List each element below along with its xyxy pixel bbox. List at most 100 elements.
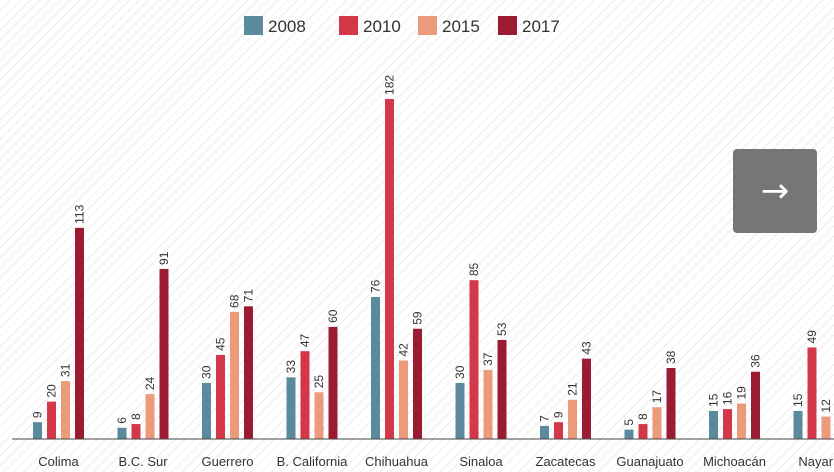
bar-2017-1 (159, 268, 169, 439)
value-label: 36 (749, 354, 763, 368)
legend-swatch-2017 (498, 16, 517, 35)
bar-2015-0 (61, 381, 70, 439)
bar-2010-2 (216, 354, 225, 439)
value-label: 113 (73, 204, 87, 223)
bar-2015-9 (821, 416, 831, 439)
value-label: 37 (481, 352, 495, 366)
bar-2015-4 (399, 360, 408, 439)
value-label: 15 (707, 393, 721, 407)
bar-2017-8 (751, 371, 760, 439)
value-label: 5 (622, 419, 636, 426)
bars-group (33, 98, 831, 440)
bar-2010-1 (131, 424, 141, 439)
bar-2017-4 (413, 328, 422, 439)
bar-2008-6 (540, 425, 549, 439)
bar-2010-9 (807, 347, 817, 439)
value-label: 9 (31, 411, 45, 418)
legend-swatch-2015 (418, 16, 437, 35)
bar-2010-3 (300, 351, 310, 439)
value-label: 85 (467, 263, 481, 277)
legend-label: 2017 (522, 17, 560, 36)
legend-swatch-2008 (244, 16, 263, 35)
bar-2008-1 (117, 427, 127, 439)
value-label: 30 (453, 365, 467, 379)
category-label: Sinaloa (459, 454, 503, 469)
bar-2015-6 (568, 399, 577, 439)
value-label: 12 (819, 399, 833, 413)
value-label: 59 (411, 311, 425, 325)
value-label: 53 (495, 322, 509, 336)
bar-2017-7 (666, 368, 676, 439)
value-label: 31 (59, 363, 73, 377)
category-label: Guanajuato (616, 454, 683, 469)
value-label: 7 (538, 415, 552, 422)
bar-2008-0 (33, 422, 42, 439)
bar-2008-8 (709, 410, 718, 439)
category-labels-group: Colima B.C. Sur Guerrero B. California Chihu… (38, 454, 834, 469)
category-label: Chihuahua (365, 454, 429, 469)
bar-2017-5 (497, 339, 507, 439)
bar-2010-4 (385, 98, 394, 440)
value-label: 33 (284, 360, 298, 374)
value-label: 20 (45, 384, 59, 398)
value-label: 17 (650, 390, 664, 404)
value-label: 16 (721, 391, 735, 405)
bar-2010-5 (469, 280, 479, 439)
bar-2010-0 (47, 401, 56, 439)
value-label: 60 (326, 309, 340, 323)
bar-2015-5 (483, 369, 493, 439)
value-label: 30 (200, 365, 214, 379)
bar-2017-0 (75, 227, 84, 439)
chart-legend: 2008 2010 2015 2017 (244, 16, 560, 36)
bar-2008-7 (624, 429, 634, 439)
legend-label: 2010 (363, 17, 401, 36)
value-label: 76 (369, 279, 383, 293)
category-label: Guerrero (201, 454, 253, 469)
value-label: 71 (242, 289, 256, 303)
category-label: Zacatecas (536, 454, 596, 469)
bar-2015-2 (230, 311, 239, 439)
bar-2008-9 (793, 410, 803, 439)
category-label: Nayarit (798, 454, 834, 469)
value-label: 25 (312, 375, 326, 389)
bar-2017-6 (582, 358, 591, 439)
legend-label: 2008 (268, 17, 306, 36)
value-label: 21 (566, 382, 580, 396)
bar-2017-3 (328, 326, 338, 439)
category-label: B.C. Sur (118, 454, 168, 469)
bar-2017-2 (244, 306, 253, 439)
legend-label: 2015 (442, 17, 480, 36)
legend-swatch-2010 (339, 16, 358, 35)
bar-2008-5 (455, 382, 465, 439)
next-arrow-button[interactable]: → (733, 149, 817, 233)
value-label: 19 (735, 386, 749, 400)
value-label: 9 (552, 411, 566, 418)
value-label: 8 (636, 413, 650, 420)
value-label: 42 (397, 343, 411, 357)
bar-2010-8 (723, 409, 732, 439)
bar-2015-3 (314, 392, 324, 439)
category-label: B. California (277, 454, 349, 469)
value-label: 91 (157, 251, 171, 265)
category-label: Colima (38, 454, 79, 469)
value-label: 6 (115, 417, 129, 424)
bar-2015-7 (652, 407, 662, 439)
bar-2008-2 (202, 382, 211, 439)
value-label: 47 (298, 334, 312, 348)
bar-2008-4 (371, 297, 380, 439)
value-label: 45 (214, 337, 228, 351)
value-label: 49 (805, 330, 819, 344)
value-label: 15 (791, 393, 805, 407)
bar-2008-3 (286, 377, 296, 439)
value-label: 43 (580, 341, 594, 355)
arrow-right-icon: → (760, 171, 790, 211)
bar-2015-8 (737, 403, 746, 439)
value-label: 182 (383, 75, 397, 95)
category-label: Michoacán (703, 454, 766, 469)
value-label: 8 (129, 413, 143, 420)
value-label: 24 (143, 376, 157, 390)
value-label: 68 (228, 294, 242, 308)
bar-2010-6 (554, 422, 563, 439)
bar-2010-7 (638, 424, 648, 439)
